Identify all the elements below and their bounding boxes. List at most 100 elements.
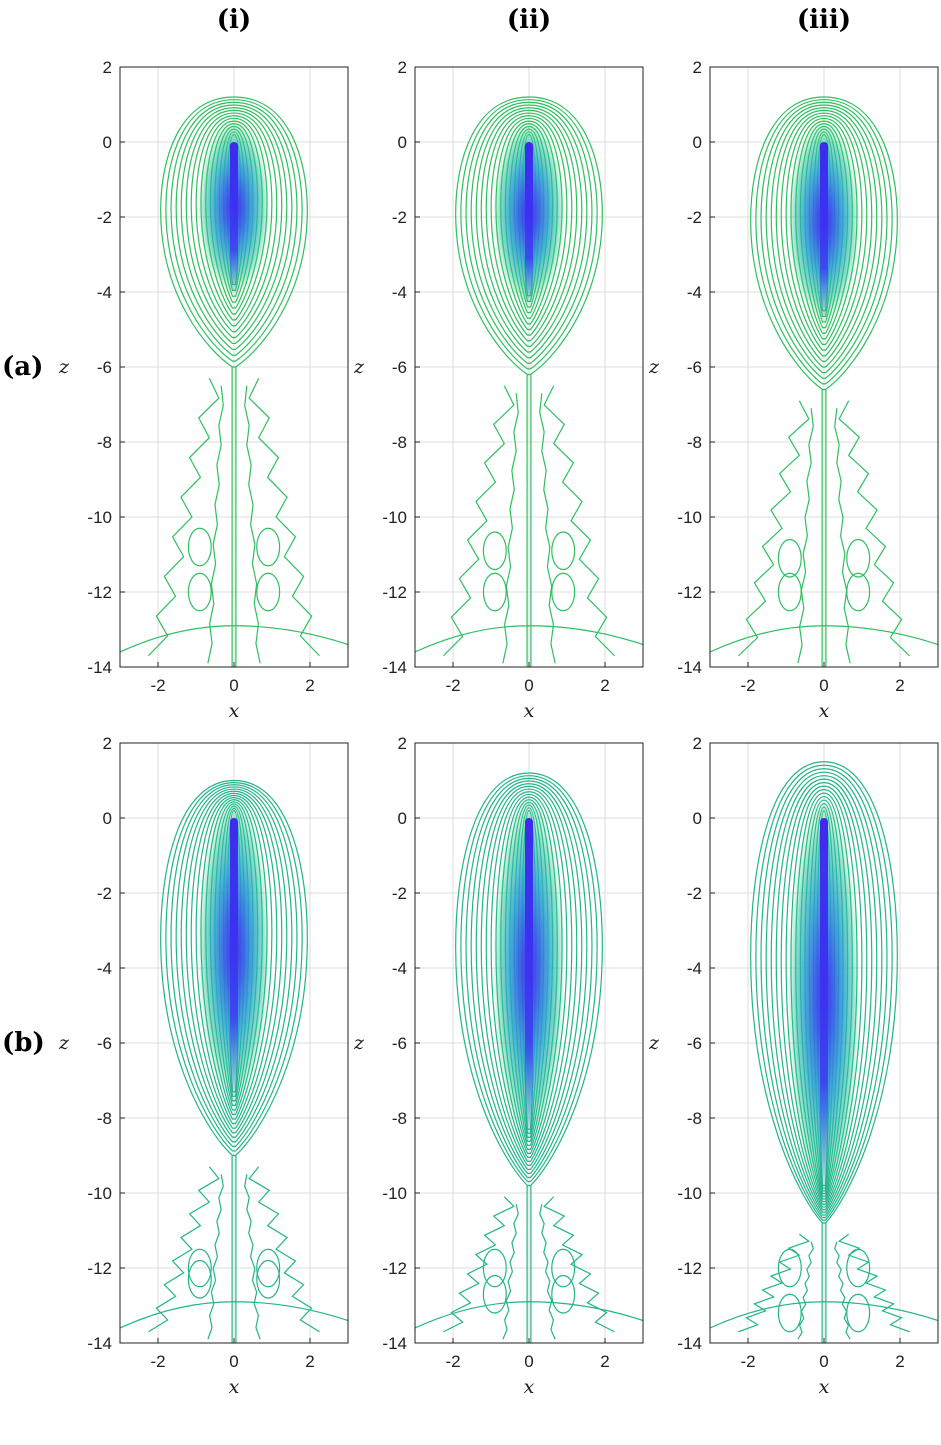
row-label-2: (b) <box>2 1028 45 1058</box>
side-lobe-contour <box>797 408 814 664</box>
side-lobe-contour <box>148 377 220 657</box>
z-tick-label: -6 <box>687 358 702 377</box>
x-tick-label: -2 <box>740 1352 755 1371</box>
z-tick-label: -12 <box>677 583 702 602</box>
main-lobe-contour <box>770 107 878 368</box>
x-tick-label: 2 <box>305 676 314 695</box>
side-lobe-contour <box>539 1204 556 1340</box>
island-contour <box>482 1274 507 1314</box>
island-contour <box>777 572 802 612</box>
island-contour <box>551 1248 576 1288</box>
panels: 2 0 -2 -4 -6 -8 -10 -12 -14 -2 0 2 x z 2 0 -2 -4 -6 -8 -10 -1… <box>58 58 939 1398</box>
z-tick-label: -8 <box>687 1109 702 1128</box>
main-lobe-contour <box>780 782 868 1208</box>
z-tick-label: 0 <box>398 809 407 828</box>
z-tick-label: -6 <box>97 1034 112 1053</box>
island-contour <box>187 1248 212 1288</box>
column-label-3: (iii) <box>797 5 851 35</box>
side-lobe-contour <box>207 385 224 664</box>
panel-a-1: 2 0 -2 -4 -6 -8 -10 -12 -14 -2 0 2 x z <box>58 58 349 722</box>
x-tick-label: 0 <box>819 676 828 695</box>
z-tick-label: -14 <box>87 1334 112 1353</box>
z-tick-label: -14 <box>87 658 112 677</box>
panel-b-2: 2 0 -2 -4 -6 -8 -10 -12 -14 -2 0 2 x z <box>353 734 644 1398</box>
side-lobe-contour <box>834 408 851 664</box>
side-lobe-contour <box>543 1196 615 1333</box>
island-contour <box>777 538 802 578</box>
island-contour <box>551 572 576 612</box>
main-lobe-contour <box>180 788 288 1138</box>
z-tick-label: -14 <box>382 1334 407 1353</box>
z-tick-label: -12 <box>87 583 112 602</box>
main-lobe-contour <box>190 792 278 1129</box>
z-tick-label: -6 <box>687 1034 702 1053</box>
side-lobe-contours <box>120 367 348 667</box>
island-contour <box>482 572 507 612</box>
plot-area <box>415 96 643 667</box>
island-contour <box>551 1274 576 1314</box>
island-contour <box>482 1248 507 1288</box>
side-lobe-contour <box>838 400 910 657</box>
side-lobe-contour <box>443 1196 515 1333</box>
side-lobe-contour <box>738 1233 811 1333</box>
main-lobe-contour <box>180 107 288 345</box>
main-lobe-contour <box>190 112 278 333</box>
plot-area <box>415 772 643 1343</box>
z-tick-label: 2 <box>398 734 407 753</box>
x-tick-label: -2 <box>150 1352 165 1371</box>
x-tick-label: -2 <box>445 1352 460 1371</box>
main-lobe-contour <box>160 779 308 1157</box>
panel-b-1: 2 0 -2 -4 -6 -8 -10 -12 -14 -2 0 2 x z <box>58 734 349 1398</box>
main-lobe-contour <box>750 96 898 391</box>
main-lobe-contour <box>455 772 603 1187</box>
x-tick-label: 0 <box>819 1352 828 1371</box>
z-tick-label: 0 <box>103 133 112 152</box>
main-lobe-contour <box>185 109 283 339</box>
side-lobe-contour <box>148 1166 220 1333</box>
main-lobe-contour <box>465 777 593 1179</box>
z-axis-label: z <box>648 1032 660 1054</box>
z-tick-label: -10 <box>382 1184 407 1203</box>
main-lobe-contour <box>165 782 303 1152</box>
plot-area <box>120 96 348 667</box>
z-tick-label: -2 <box>392 208 407 227</box>
main-lobe-contour <box>195 794 273 1125</box>
main-lobe-contour <box>755 764 893 1221</box>
island-contour <box>187 1259 212 1299</box>
side-lobe-contour <box>834 1241 851 1340</box>
intensity-axis <box>230 142 238 296</box>
z-tick-label: 0 <box>693 133 702 152</box>
z-tick-label: -8 <box>392 433 407 452</box>
main-lobe-contour <box>475 783 583 1171</box>
side-lobe-contour <box>543 385 615 657</box>
side-lobe-contour <box>248 377 320 657</box>
z-tick-label: -12 <box>382 583 407 602</box>
intensity-axis <box>525 142 533 307</box>
side-lobe-contours <box>710 1223 938 1343</box>
z-tick-label: 2 <box>693 58 702 77</box>
island-contour <box>187 572 212 612</box>
z-tick-label: -4 <box>687 959 702 978</box>
z-tick-label: 2 <box>103 734 112 753</box>
z-tick-label: -10 <box>87 508 112 527</box>
z-tick-label: -4 <box>687 283 702 302</box>
main-lobe-contour <box>485 788 573 1162</box>
column-label-2: (ii) <box>507 5 551 35</box>
main-lobe-contour <box>780 112 868 357</box>
island-contour <box>846 538 871 578</box>
island-contour <box>846 1248 871 1288</box>
main-lobe-contour <box>785 115 863 351</box>
side-lobe-contour <box>797 1241 814 1340</box>
side-lobe-contours <box>710 389 938 667</box>
side-lobe-contours <box>415 374 643 667</box>
z-tick-label: -12 <box>382 1259 407 1278</box>
x-tick-label: 2 <box>305 1352 314 1371</box>
x-axis-label: x <box>229 1376 240 1398</box>
z-tick-label: -4 <box>97 959 112 978</box>
panel-a-3: 2 0 -2 -4 -6 -8 -10 -12 -14 -2 0 2 x z <box>648 58 939 722</box>
z-tick-label: 0 <box>693 809 702 828</box>
z-tick-label: 0 <box>103 809 112 828</box>
grid <box>415 66 643 668</box>
main-lobe-contour <box>760 768 888 1219</box>
z-tick-label: -2 <box>392 884 407 903</box>
